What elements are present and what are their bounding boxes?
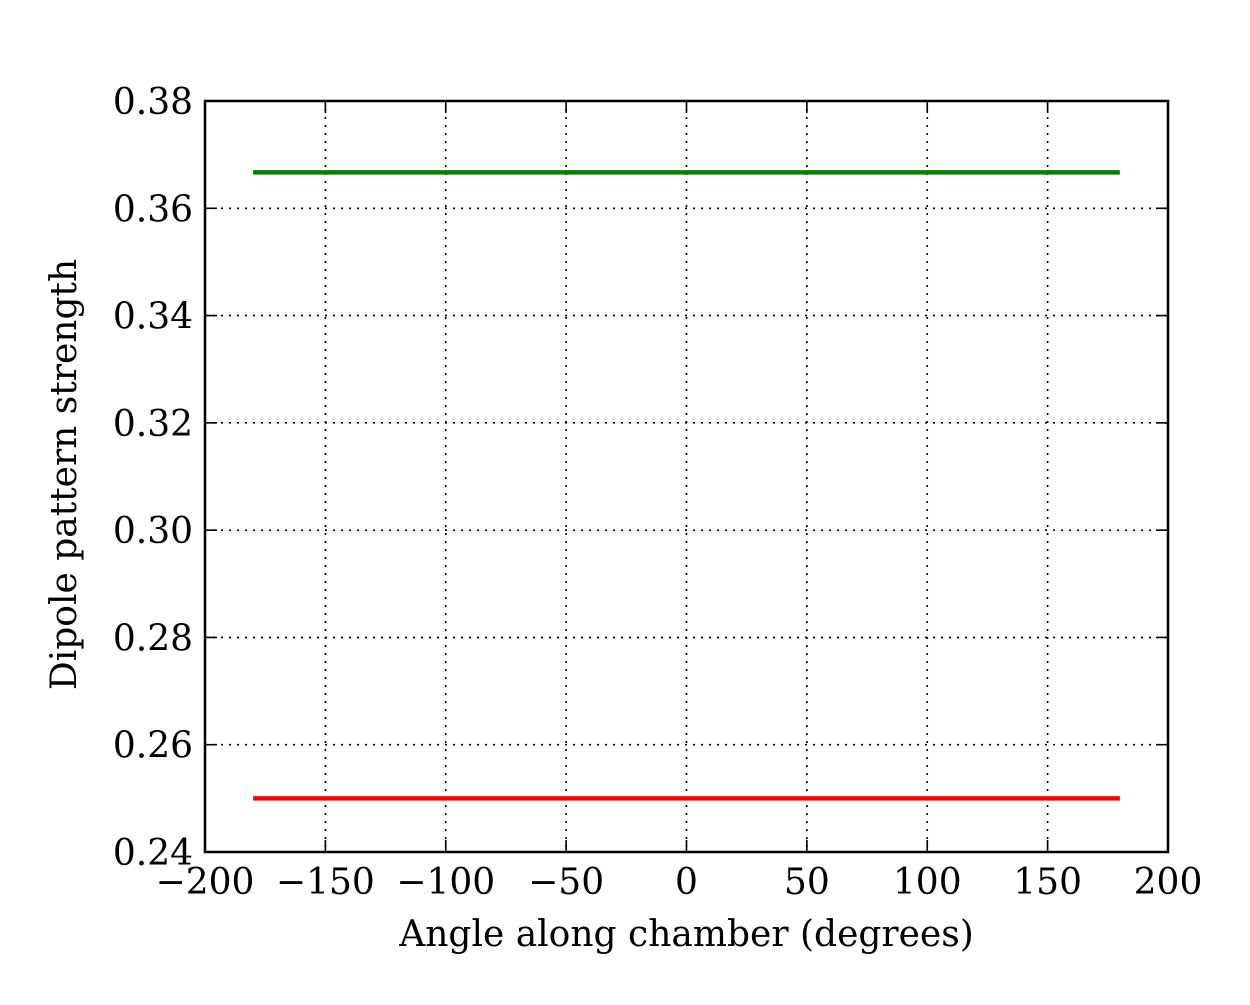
x-tick-label: −200 [156, 862, 255, 903]
x-axis-label: Angle along chamber (degrees) [398, 914, 974, 955]
x-tick-label: −100 [396, 862, 495, 903]
grid [204, 100, 1169, 853]
y-tick-label: 0.30 [113, 511, 193, 552]
x-tick-label: 0 [675, 862, 698, 903]
y-tick-label: 0.28 [113, 618, 193, 659]
y-tick-label: 0.36 [113, 189, 193, 230]
y-tick-labels: 0.24 0.26 0.28 0.30 0.32 0.34 0.36 0.38 [113, 82, 193, 874]
x-tick-label: −150 [276, 862, 375, 903]
x-tick-label: 200 [1134, 862, 1203, 903]
y-tick-label: 0.26 [113, 726, 193, 767]
plot-frame [203, 99, 1170, 854]
x-tick-label: 100 [893, 862, 962, 903]
y-tick-label: 0.34 [113, 297, 193, 338]
y-axis-label: Dipole pattern strength [44, 259, 85, 690]
x-tick-label: 150 [1013, 862, 1082, 903]
x-tick-label: −50 [528, 862, 604, 903]
series-lines [253, 170, 1120, 801]
x-tick-labels: −200 −150 −100 −50 0 50 100 150 200 [156, 862, 1203, 903]
y-tick-label: 0.32 [113, 404, 193, 445]
y-tick-label: 0.24 [113, 833, 193, 874]
x-tick-label: 50 [784, 862, 830, 903]
y-tick-label: 0.38 [113, 82, 193, 123]
